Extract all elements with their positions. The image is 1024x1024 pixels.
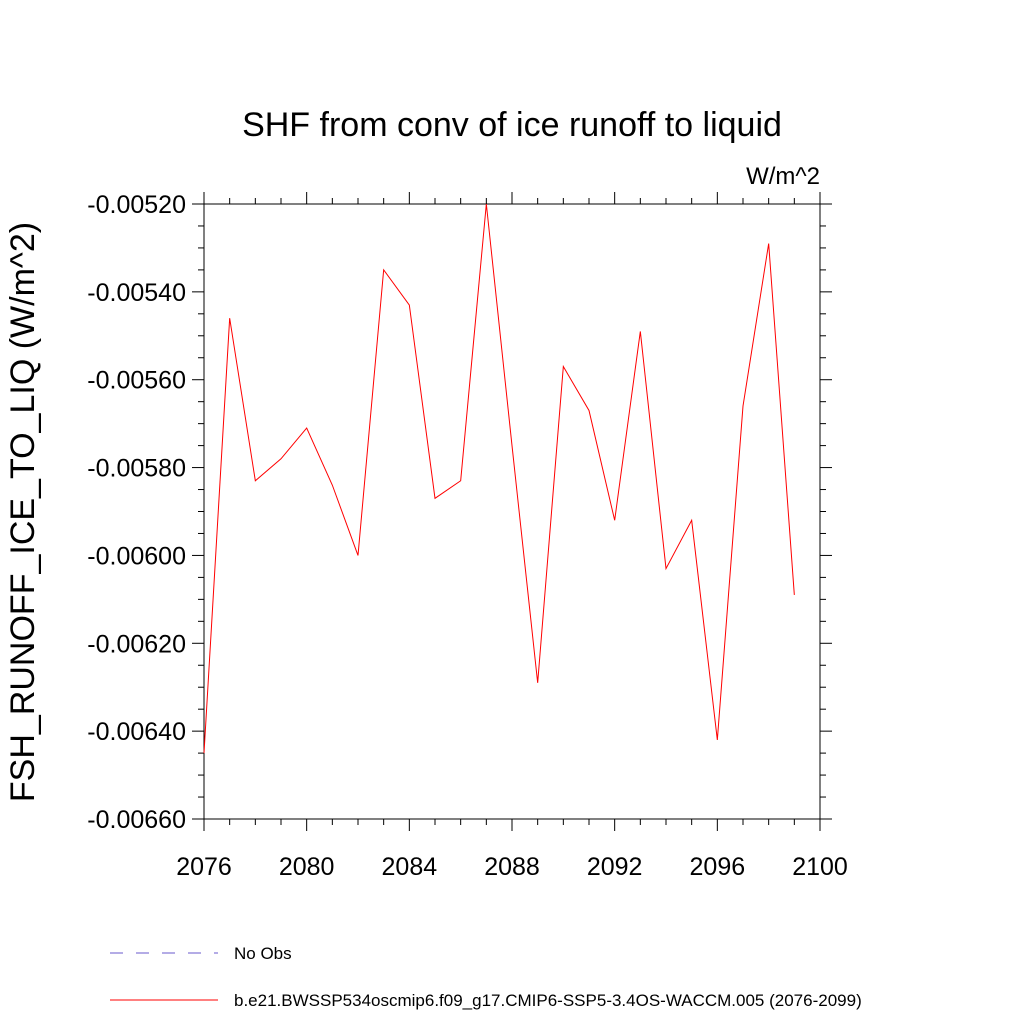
y-tick-label: -0.00580	[87, 455, 186, 483]
y-tick-label: -0.00600	[87, 542, 186, 570]
units-label: W/m^2	[746, 163, 820, 190]
x-tick-label: 2076	[176, 853, 232, 881]
x-tick-label: 2080	[279, 853, 335, 881]
y-axis-title: FSH_RUNOFF_ICE_TO_LIQ (W/m^2)	[4, 222, 42, 802]
plot-frame	[203, 203, 821, 820]
series-lines	[203, 203, 795, 754]
x-tick-label: 2088	[484, 853, 540, 881]
axis-ticks: 2076 2080 2084 2088 2092 2096 2100 -0.00520 -0.0…	[87, 191, 848, 881]
legend: No Obs b.e21.BWSSP534oscmip6.f09_g17.CMIP…	[110, 944, 862, 1010]
chart-title: SHF from conv of ice runoff to liquid	[242, 106, 782, 144]
y-tick-label: -0.00640	[87, 718, 186, 746]
y-tick-label: -0.00520	[87, 191, 186, 219]
y-tick-label: -0.00620	[87, 630, 186, 658]
series-line	[203, 203, 795, 754]
x-tick-label: 2092	[587, 853, 643, 881]
y-tick-label: -0.00560	[87, 367, 186, 395]
legend-label: b.e21.BWSSP534oscmip6.f09_g17.CMIP6-SSP5…	[234, 991, 862, 1010]
x-tick-label: 2100	[792, 853, 848, 881]
y-tick-label: -0.00540	[87, 279, 186, 307]
x-tick-label: 2096	[690, 853, 746, 881]
x-tick-label: 2084	[382, 853, 438, 881]
y-tick-label: -0.00660	[87, 806, 186, 834]
legend-label: No Obs	[234, 944, 292, 963]
